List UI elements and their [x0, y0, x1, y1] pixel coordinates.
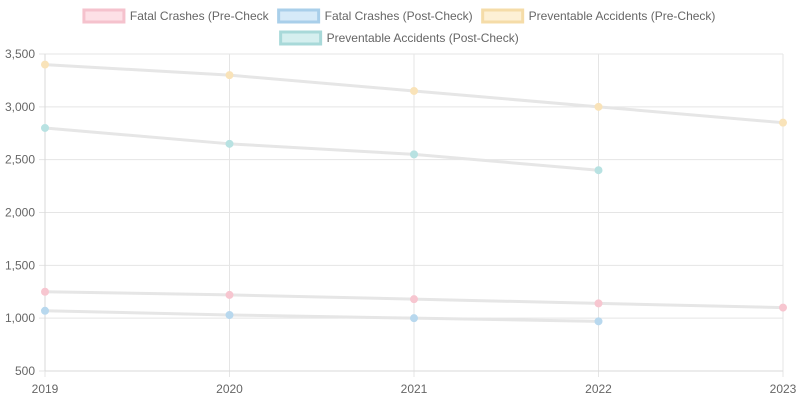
legend-item-3[interactable]: Preventable Accidents (Pre-Check): [481, 8, 716, 24]
legend-label: Preventable Accidents (Pre-Check): [529, 9, 716, 23]
data-point[interactable]: [594, 102, 603, 111]
data-point[interactable]: [594, 317, 603, 326]
legend-swatch: [481, 8, 525, 24]
data-point[interactable]: [594, 166, 603, 175]
chart-legend: Fatal Crashes (Pre-Check Fatal Crashes (P…: [82, 8, 716, 46]
x-tick-label: 2022: [585, 382, 612, 396]
legend-label: Fatal Crashes (Post-Check): [325, 9, 473, 23]
data-point[interactable]: [410, 295, 418, 304]
data-point[interactable]: [225, 290, 234, 299]
data-point[interactable]: [41, 60, 49, 69]
x-tick-label: 2023: [770, 382, 797, 396]
chart-grid: [39, 53, 784, 377]
data-point[interactable]: [779, 303, 787, 312]
x-tick-label: 2020: [216, 382, 243, 396]
y-tick-label: 3,500: [5, 47, 35, 61]
y-tick-label: 3,000: [5, 100, 35, 114]
data-point[interactable]: [410, 314, 418, 323]
data-point[interactable]: [41, 123, 49, 132]
y-tick-label: 2,000: [5, 206, 35, 220]
legend-swatch: [82, 8, 126, 24]
y-tick-label: 1,000: [5, 311, 35, 325]
x-tick-label: 2021: [401, 382, 428, 396]
data-point[interactable]: [225, 310, 234, 319]
data-point[interactable]: [410, 150, 418, 159]
data-point[interactable]: [41, 306, 49, 315]
y-tick-label: 500: [15, 364, 35, 378]
legend-item-2[interactable]: Fatal Crashes (Post-Check): [277, 8, 473, 24]
legend-swatch: [279, 30, 323, 46]
legend-label: Preventable Accidents (Post-Check): [327, 31, 519, 45]
x-tick-label: 2019: [32, 382, 59, 396]
legend-swatch: [277, 8, 321, 24]
series-line-4: [43, 126, 600, 172]
chart-series-points: [41, 60, 787, 326]
data-point[interactable]: [594, 299, 603, 308]
series-line-2: [43, 309, 600, 323]
data-point[interactable]: [225, 139, 234, 148]
data-point[interactable]: [779, 118, 787, 127]
legend-item-1[interactable]: Fatal Crashes (Pre-Check: [82, 8, 270, 24]
legend-item-4[interactable]: Preventable Accidents (Post-Check): [279, 30, 519, 46]
y-tick-label: 2,500: [5, 153, 35, 167]
chart-axes: 500 1,000 1,500 2,000 2,500 3,000 3,500 2019 202…: [5, 47, 797, 396]
data-point[interactable]: [410, 86, 418, 95]
data-point[interactable]: [41, 287, 49, 296]
legend-label: Fatal Crashes (Pre-Check: [130, 9, 270, 23]
data-point[interactable]: [225, 71, 234, 80]
y-tick-label: 1,500: [5, 258, 35, 272]
